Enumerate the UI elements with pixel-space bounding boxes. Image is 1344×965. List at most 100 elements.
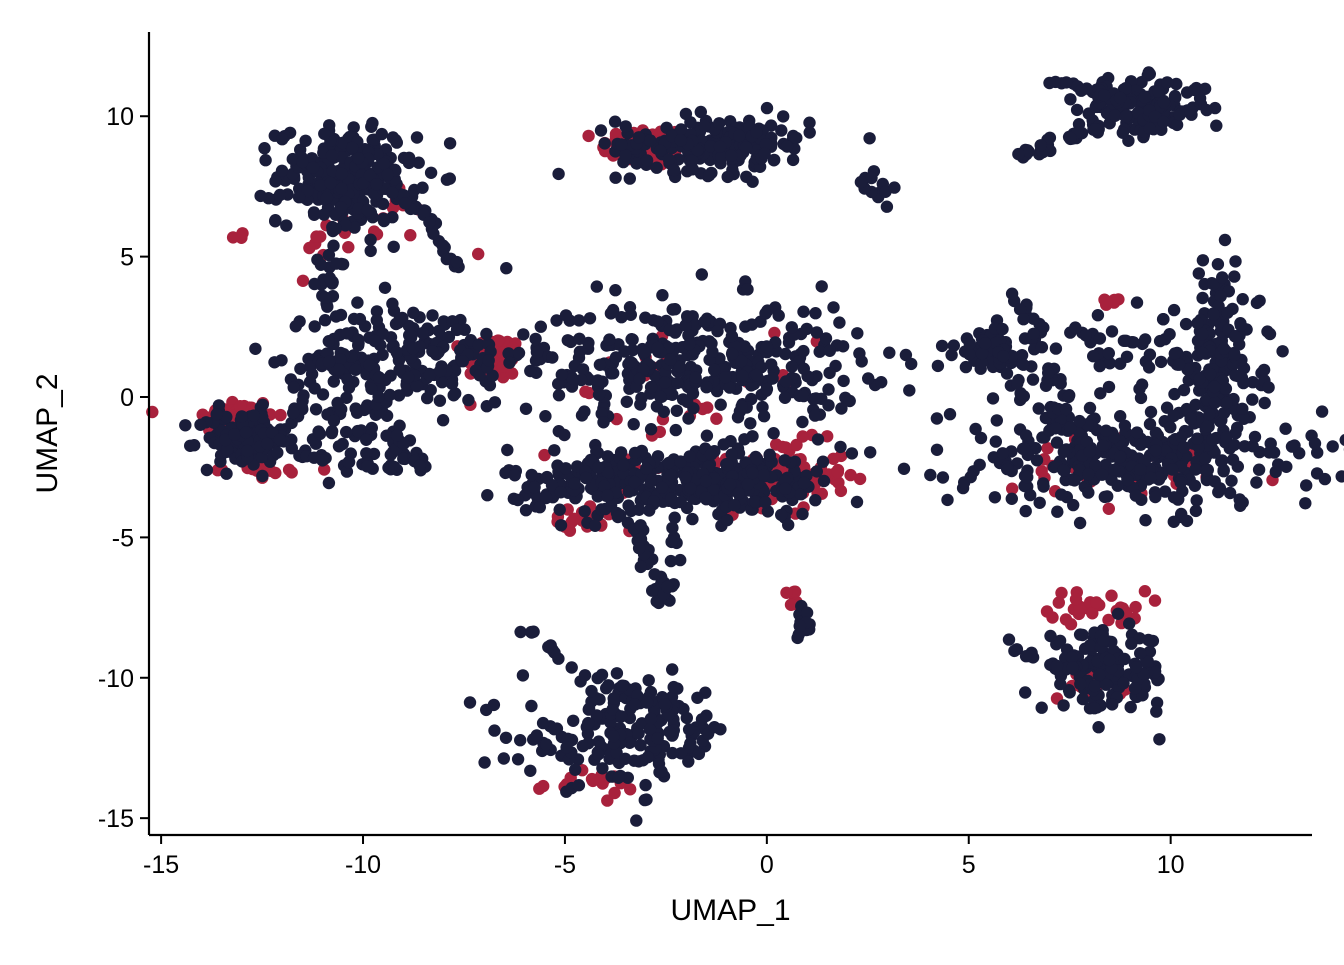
data-point bbox=[258, 142, 270, 154]
data-point bbox=[1149, 594, 1161, 606]
data-point bbox=[746, 467, 758, 479]
data-point bbox=[382, 169, 394, 181]
data-point bbox=[462, 394, 474, 406]
data-point bbox=[794, 620, 806, 632]
data-point bbox=[758, 469, 770, 481]
data-point bbox=[1144, 122, 1156, 134]
data-point bbox=[1210, 120, 1222, 132]
data-point bbox=[775, 124, 787, 136]
data-point bbox=[369, 335, 381, 347]
data-point bbox=[1191, 317, 1203, 329]
data-point bbox=[1033, 402, 1045, 414]
data-point bbox=[615, 710, 627, 722]
data-point bbox=[531, 346, 543, 358]
data-point bbox=[520, 403, 532, 415]
data-point bbox=[633, 373, 645, 385]
data-point bbox=[1092, 309, 1104, 321]
data-point bbox=[1006, 493, 1018, 505]
data-point bbox=[773, 309, 785, 321]
data-point bbox=[307, 162, 319, 174]
data-point bbox=[997, 447, 1009, 459]
data-point bbox=[1046, 611, 1058, 623]
data-point bbox=[855, 176, 867, 188]
data-point bbox=[514, 734, 526, 746]
data-point bbox=[643, 504, 655, 516]
data-point bbox=[881, 201, 893, 213]
data-point bbox=[372, 390, 384, 402]
data-point bbox=[810, 392, 822, 404]
data-point bbox=[651, 162, 663, 174]
data-point bbox=[1316, 405, 1328, 417]
data-point bbox=[979, 337, 991, 349]
data-point bbox=[1054, 678, 1066, 690]
data-point bbox=[630, 814, 642, 826]
data-point bbox=[639, 312, 651, 324]
data-point bbox=[851, 496, 863, 508]
data-point bbox=[1106, 698, 1118, 710]
data-point bbox=[201, 464, 213, 476]
data-point bbox=[713, 117, 725, 129]
data-point bbox=[594, 359, 606, 371]
data-point bbox=[573, 333, 585, 345]
data-point bbox=[1125, 638, 1137, 650]
data-point bbox=[728, 499, 740, 511]
data-point bbox=[668, 681, 680, 693]
data-point bbox=[666, 747, 678, 759]
data-point bbox=[1220, 383, 1232, 395]
data-point bbox=[352, 334, 364, 346]
data-point bbox=[700, 475, 712, 487]
data-point bbox=[691, 692, 703, 704]
data-point bbox=[724, 478, 736, 490]
data-point bbox=[498, 752, 510, 764]
data-point bbox=[554, 504, 566, 516]
data-point bbox=[599, 137, 611, 149]
data-point bbox=[663, 457, 675, 469]
data-point bbox=[905, 358, 917, 370]
data-point bbox=[683, 723, 695, 735]
data-point bbox=[1097, 635, 1109, 647]
data-point bbox=[566, 661, 578, 673]
data-point bbox=[1220, 431, 1232, 443]
data-point bbox=[1168, 410, 1180, 422]
data-point bbox=[758, 410, 770, 422]
data-point bbox=[1340, 434, 1344, 446]
data-point bbox=[560, 462, 572, 474]
data-point bbox=[835, 402, 847, 414]
data-point bbox=[411, 380, 423, 392]
data-point bbox=[779, 454, 791, 466]
data-point bbox=[361, 460, 373, 472]
data-point bbox=[989, 491, 1001, 503]
data-point bbox=[517, 669, 529, 681]
data-point bbox=[1168, 304, 1180, 316]
data-point bbox=[1019, 505, 1031, 517]
data-point bbox=[537, 717, 549, 729]
data-point bbox=[607, 305, 619, 317]
data-point bbox=[656, 482, 668, 494]
data-point bbox=[797, 430, 809, 442]
data-point bbox=[607, 730, 619, 742]
x-tick-label: -10 bbox=[345, 851, 381, 879]
data-point bbox=[489, 396, 501, 408]
data-point bbox=[386, 187, 398, 199]
data-point bbox=[780, 375, 792, 387]
data-point bbox=[1219, 234, 1231, 246]
data-point bbox=[1203, 408, 1215, 420]
data-point bbox=[625, 505, 637, 517]
data-point bbox=[969, 423, 981, 435]
data-point bbox=[520, 504, 532, 516]
data-point bbox=[1136, 378, 1148, 390]
data-point bbox=[1087, 350, 1099, 362]
data-point bbox=[1080, 329, 1092, 341]
data-point bbox=[1276, 345, 1288, 357]
data-point bbox=[834, 441, 846, 453]
x-tick-label: 5 bbox=[962, 851, 976, 879]
data-point bbox=[1064, 93, 1076, 105]
data-point bbox=[663, 153, 675, 165]
data-point bbox=[577, 740, 589, 752]
data-point bbox=[414, 460, 426, 472]
data-point bbox=[689, 371, 701, 383]
data-point bbox=[835, 485, 847, 497]
data-point bbox=[261, 438, 273, 450]
data-point bbox=[686, 513, 698, 525]
data-point bbox=[1071, 104, 1083, 116]
